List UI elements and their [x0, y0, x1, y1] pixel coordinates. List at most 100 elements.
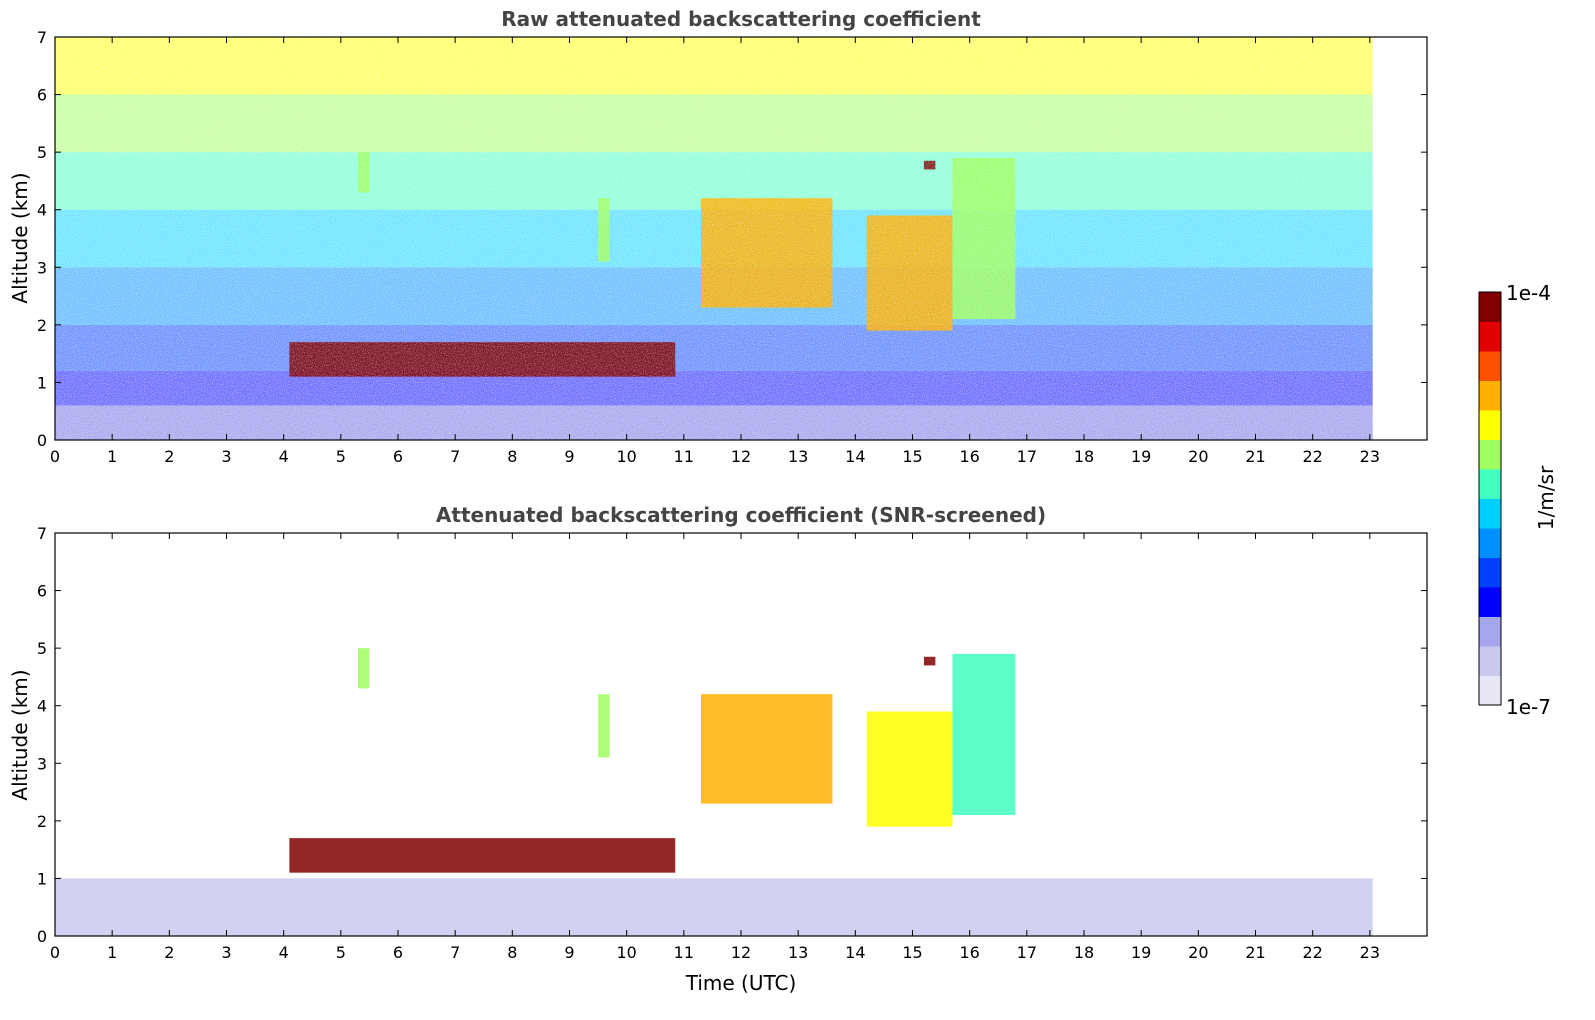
x-tick-label: 7	[450, 943, 460, 962]
x-tick-label: 15	[902, 943, 922, 962]
panel-screened-title: Attenuated backscattering coefficient (S…	[436, 503, 1046, 527]
panel-screened-xlabel: Time (UTC)	[685, 971, 797, 995]
x-tick-label: 13	[788, 943, 808, 962]
heatmap-feature	[952, 653, 1016, 816]
x-tick-label: 19	[1131, 447, 1151, 466]
x-tick-label: 5	[336, 447, 346, 466]
colorbar-unit-label: 1/m/sr	[1534, 465, 1558, 530]
heatmap-feature	[923, 656, 936, 666]
x-tick-label: 1	[107, 943, 117, 962]
x-tick-label: 22	[1302, 943, 1322, 962]
y-tick-label: 4	[37, 201, 47, 220]
y-tick-label: 7	[37, 28, 47, 47]
panel-raw-ylabel: Altitude (km)	[8, 172, 32, 303]
colorbar-band	[1479, 587, 1501, 617]
x-tick-label: 7	[450, 447, 460, 466]
heatmap-feature	[598, 694, 610, 758]
x-tick-label: 3	[221, 447, 231, 466]
panel-screened: Attenuated backscattering coefficient (S…	[8, 503, 1428, 995]
x-tick-label: 14	[845, 943, 865, 962]
panel-raw-y-axis: 0 1 2 3 4 5 6 7	[37, 28, 1427, 450]
y-tick-label: 4	[37, 697, 47, 716]
panel-raw-title: Raw attenuated backscattering coefficien…	[501, 7, 981, 31]
x-tick-label: 19	[1131, 943, 1151, 962]
x-tick-label: 6	[393, 447, 403, 466]
colorbar-bands	[1479, 292, 1501, 706]
panel-screened-x-axis: 0 1 2 3 4 5 6 7 8 9 10 11 12 13 14 15 16 17 18 19 20 21 22 23	[50, 533, 1380, 962]
x-tick-label: 21	[1245, 943, 1265, 962]
y-tick-label: 5	[37, 639, 47, 658]
y-tick-label: 6	[37, 86, 47, 105]
x-tick-label: 10	[616, 447, 636, 466]
x-tick-label: 21	[1245, 447, 1265, 466]
heatmap-feature	[357, 648, 370, 689]
x-tick-label: 10	[616, 943, 636, 962]
x-tick-label: 18	[1074, 943, 1094, 962]
colorbar-band	[1479, 557, 1501, 588]
y-tick-label: 6	[37, 582, 47, 601]
x-tick-label: 23	[1360, 943, 1380, 962]
x-tick-label: 3	[221, 943, 231, 962]
x-tick-label: 5	[336, 943, 346, 962]
colorbar-band	[1479, 439, 1501, 470]
panel-raw-x-axis: 0 1 2 3 4 5 6 7 8 9 10 11 12 13 14 15 16 17 18 19 20 21 22 23	[50, 37, 1380, 466]
x-tick-label: 9	[564, 447, 574, 466]
y-tick-label: 1	[37, 869, 47, 888]
heatmap-feature	[289, 838, 676, 873]
x-tick-label: 1	[107, 447, 117, 466]
panel-screened-heatmap	[55, 648, 1373, 936]
x-tick-label: 4	[279, 943, 289, 962]
x-tick-label: 9	[564, 943, 574, 962]
colorbar-band	[1479, 498, 1501, 529]
x-tick-label: 11	[674, 943, 694, 962]
heatmap-feature	[866, 711, 953, 827]
x-tick-label: 2	[164, 943, 174, 962]
colorbar-band	[1479, 292, 1501, 322]
x-tick-label: 4	[279, 447, 289, 466]
x-tick-label: 13	[788, 447, 808, 466]
x-tick-label: 0	[50, 447, 60, 466]
heatmap-feature	[55, 878, 1373, 936]
colorbar-band	[1479, 616, 1501, 647]
x-tick-label: 0	[50, 943, 60, 962]
colorbar-band	[1479, 351, 1501, 381]
colorbar-frame	[1478, 291, 1502, 706]
y-tick-label: 2	[37, 316, 47, 335]
x-tick-label: 15	[902, 447, 922, 466]
x-tick-label: 14	[845, 447, 865, 466]
y-tick-label: 7	[37, 524, 47, 543]
x-tick-label: 6	[393, 943, 403, 962]
colorbar-band	[1479, 528, 1501, 558]
x-tick-label: 18	[1074, 447, 1094, 466]
x-tick-label: 8	[507, 447, 517, 466]
colorbar-band	[1479, 675, 1501, 706]
panel-raw: Raw attenuated backscattering coefficien…	[8, 7, 1428, 466]
x-tick-label: 8	[507, 943, 517, 962]
y-tick-label: 3	[37, 754, 47, 773]
colorbar-max-label: 1e-4	[1506, 281, 1551, 305]
x-tick-label: 17	[1017, 943, 1037, 962]
x-tick-label: 20	[1188, 943, 1208, 962]
panel-raw-noise	[55, 37, 1374, 440]
x-tick-label: 20	[1188, 447, 1208, 466]
heatmap-feature	[700, 694, 833, 804]
x-tick-label: 16	[959, 943, 979, 962]
colorbar-band	[1479, 380, 1501, 411]
x-tick-label: 12	[731, 447, 751, 466]
x-tick-label: 17	[1017, 447, 1037, 466]
y-tick-label: 3	[37, 258, 47, 277]
y-tick-label: 2	[37, 812, 47, 831]
y-tick-label: 1	[37, 373, 47, 392]
x-tick-label: 22	[1302, 447, 1322, 466]
x-tick-label: 2	[164, 447, 174, 466]
colorbar: 1e-4 1e-7 1/m/sr	[1478, 281, 1558, 719]
colorbar-band	[1479, 646, 1501, 676]
colorbar-band	[1479, 410, 1501, 440]
y-tick-label: 0	[37, 431, 47, 450]
x-tick-label: 11	[674, 447, 694, 466]
x-tick-label: 23	[1360, 447, 1380, 466]
colorbar-band	[1479, 469, 1501, 499]
x-tick-label: 16	[959, 447, 979, 466]
y-tick-label: 0	[37, 927, 47, 946]
y-tick-label: 5	[37, 143, 47, 162]
